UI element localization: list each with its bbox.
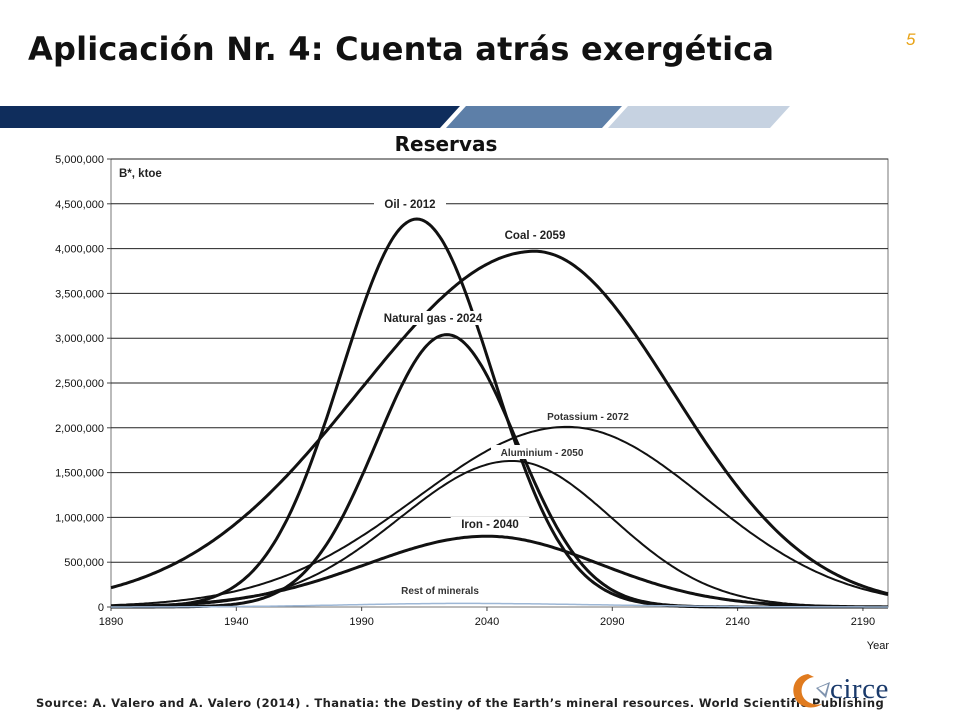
banner-dark-segment [0, 106, 460, 128]
series-label-background [370, 311, 496, 325]
y-tick-label: 4,000,000 [55, 244, 104, 256]
series-label-background [537, 409, 639, 423]
y-axis-ticks: 0 500,000 1,000,000 1,500,000 2,000,000 2,500… [55, 154, 111, 614]
y-tick-label: 2,500,000 [55, 378, 104, 390]
circe-logo [793, 674, 830, 708]
y-tick-label: 2,000,000 [55, 423, 104, 435]
series-line-1 [110, 249, 889, 596]
series-label: Natural gas - 2024 [384, 313, 483, 325]
series-line-3 [110, 425, 889, 607]
x-tick-label: 1890 [99, 616, 123, 628]
series-label: Oil - 2012 [384, 199, 435, 211]
series-lines [110, 217, 889, 609]
x-tick-label: 2040 [475, 616, 499, 628]
y-tick-label: 3,000,000 [55, 333, 104, 345]
header-banner [0, 106, 790, 128]
y-tick-label: 5,000,000 [55, 154, 104, 166]
y-tick-label: 500,000 [64, 557, 104, 569]
logo-text: circe [830, 673, 889, 705]
y-tick-label: 4,500,000 [55, 199, 104, 211]
series-label-background [389, 583, 491, 597]
series-line-6 [111, 602, 888, 608]
y-tick-label: 0 [98, 602, 104, 614]
banner-light-segment [608, 106, 790, 128]
series-label: Coal - 2059 [505, 230, 566, 242]
series-label: Rest of minerals [401, 586, 479, 597]
page-number: 5 [906, 30, 916, 49]
series-label: Aluminium - 2050 [501, 448, 584, 459]
x-tick-label: 2190 [851, 616, 875, 628]
y-tick-label: 3,500,000 [55, 288, 104, 300]
source-citation: Source: A. Valero and A. Valero (2014) .… [36, 696, 885, 710]
x-tick-label: 2090 [600, 616, 624, 628]
slide-title: Aplicación Nr. 4: Cuenta atrás exergétic… [28, 30, 775, 68]
reserves-chart: Reservas 0 500,000 1,000,000 1,500,000 2,000… [55, 132, 890, 652]
logo-swoosh-icon [793, 674, 822, 708]
y-axis-label: B*, ktoe [119, 168, 162, 180]
x-tick-label: 1940 [224, 616, 248, 628]
series-line-5 [110, 534, 888, 609]
gridlines [111, 158, 888, 563]
series-label: Potassium - 2072 [547, 412, 629, 423]
x-tick-label: 2140 [725, 616, 749, 628]
x-axis-label: Year [867, 640, 890, 652]
y-tick-label: 1,500,000 [55, 468, 104, 480]
chart-title: Reservas [395, 132, 498, 156]
series-label-background [450, 517, 530, 531]
series-label-background [491, 445, 593, 459]
x-axis-ticks: 1890 1940 1990 2040 2090 2140 2190 [99, 607, 875, 628]
series-label-background [374, 197, 446, 211]
series-label-background [495, 228, 575, 242]
banner-mid-segment [446, 106, 622, 128]
series-label: Iron - 2040 [461, 519, 519, 531]
x-tick-label: 1990 [349, 616, 373, 628]
y-tick-label: 1,000,000 [55, 512, 104, 524]
series-labels: Oil - 2012 Coal - 2059 Natural gas - 2024 P… [370, 197, 639, 597]
